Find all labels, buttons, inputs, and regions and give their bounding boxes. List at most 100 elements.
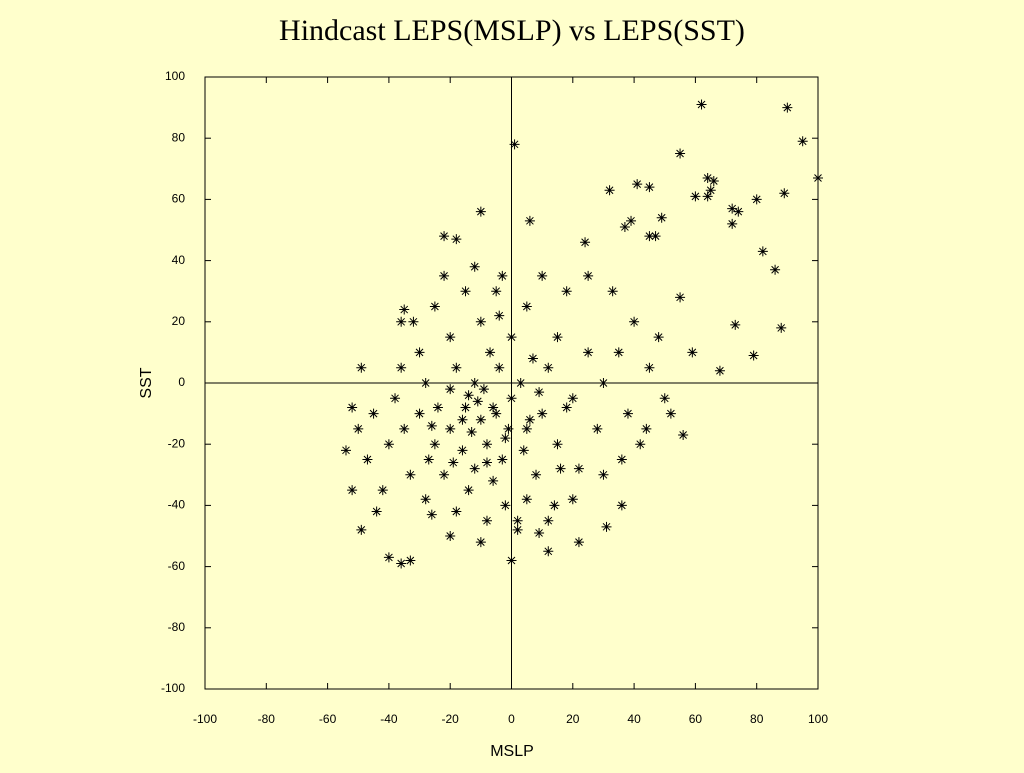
point — [751, 194, 762, 205]
point — [592, 423, 603, 434]
point — [543, 546, 554, 557]
x-tick-label: 20 — [566, 712, 580, 726]
point — [439, 231, 450, 242]
point — [543, 362, 554, 373]
point — [356, 362, 367, 373]
point — [500, 500, 511, 511]
y-tick-label: 0 — [178, 375, 185, 389]
point — [727, 218, 738, 229]
point — [549, 500, 560, 511]
y-tick-label: -60 — [168, 559, 186, 573]
point — [567, 393, 578, 404]
point — [613, 347, 624, 358]
point — [524, 414, 535, 425]
point — [497, 454, 508, 465]
point — [561, 286, 572, 297]
point — [457, 414, 468, 425]
point — [445, 332, 456, 343]
point — [405, 555, 416, 566]
x-axis-label: MSLP — [490, 743, 534, 760]
point — [512, 515, 523, 526]
point — [561, 402, 572, 413]
point — [687, 347, 698, 358]
point — [485, 347, 496, 358]
point — [629, 316, 640, 327]
point — [451, 506, 462, 517]
x-tick-label: 0 — [508, 712, 515, 726]
point — [432, 402, 443, 413]
point — [622, 408, 633, 419]
x-tick-label: -100 — [193, 712, 217, 726]
point — [696, 99, 707, 110]
point — [770, 264, 781, 275]
point — [598, 469, 609, 480]
point — [475, 537, 486, 548]
point — [659, 393, 670, 404]
point — [466, 426, 477, 437]
point — [797, 136, 808, 147]
point — [488, 402, 499, 413]
point — [500, 433, 511, 444]
point — [414, 408, 425, 419]
point — [340, 445, 351, 456]
point — [439, 270, 450, 281]
point — [475, 414, 486, 425]
point — [730, 319, 741, 330]
x-tick-label: -20 — [442, 712, 460, 726]
point — [748, 350, 759, 361]
point — [481, 457, 492, 468]
point — [534, 527, 545, 538]
point — [506, 332, 517, 343]
point — [408, 316, 419, 327]
point — [506, 555, 517, 566]
point — [616, 454, 627, 465]
x-tick-label: 100 — [808, 712, 828, 726]
point — [601, 521, 612, 532]
point — [494, 362, 505, 373]
point — [521, 301, 532, 312]
point — [439, 469, 450, 480]
point — [420, 494, 431, 505]
point — [616, 500, 627, 511]
point — [580, 237, 591, 248]
point — [635, 439, 646, 450]
y-tick-label: -80 — [168, 620, 186, 634]
point — [481, 439, 492, 450]
point — [552, 439, 563, 450]
point — [506, 393, 517, 404]
point — [650, 231, 661, 242]
point — [426, 509, 437, 520]
point — [469, 378, 480, 388]
point — [598, 378, 609, 388]
point — [644, 231, 655, 242]
point — [702, 172, 713, 183]
point — [515, 378, 526, 388]
point — [537, 270, 548, 281]
point — [678, 430, 689, 441]
point — [690, 191, 701, 202]
y-tick-label: 60 — [172, 192, 186, 206]
point — [491, 286, 502, 297]
point — [383, 552, 394, 563]
point — [469, 261, 480, 272]
point — [518, 445, 529, 456]
point — [733, 206, 744, 217]
point — [534, 387, 545, 398]
point — [583, 270, 594, 281]
point — [705, 185, 716, 196]
point — [531, 469, 542, 480]
point — [708, 176, 719, 187]
point — [644, 362, 655, 373]
point — [503, 423, 514, 434]
point — [457, 445, 468, 456]
x-tick-label: 40 — [627, 712, 641, 726]
point — [423, 454, 434, 465]
point — [448, 457, 459, 468]
point — [399, 304, 410, 315]
point — [813, 172, 823, 183]
point — [414, 347, 425, 358]
point — [573, 463, 584, 474]
point — [494, 310, 505, 321]
